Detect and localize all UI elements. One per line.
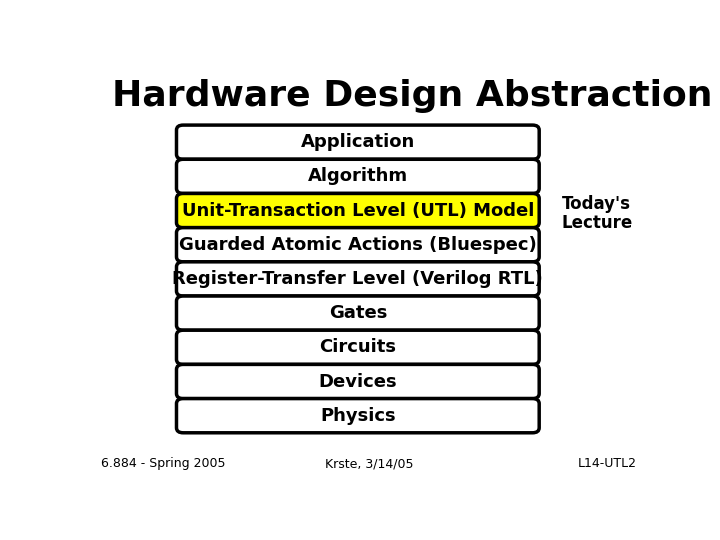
- Text: Today's: Today's: [562, 195, 631, 213]
- FancyBboxPatch shape: [176, 399, 539, 433]
- Text: Krste, 3/14/05: Krste, 3/14/05: [325, 457, 413, 470]
- Text: Unit-Transaction Level (UTL) Model: Unit-Transaction Level (UTL) Model: [181, 201, 534, 220]
- FancyBboxPatch shape: [176, 364, 539, 399]
- FancyBboxPatch shape: [176, 228, 539, 262]
- Text: Circuits: Circuits: [320, 339, 396, 356]
- FancyBboxPatch shape: [176, 125, 539, 159]
- Text: Hardware Design Abstraction Levels: Hardware Design Abstraction Levels: [112, 79, 720, 113]
- Text: Gates: Gates: [328, 304, 387, 322]
- Text: Guarded Atomic Actions (Bluespec): Guarded Atomic Actions (Bluespec): [179, 236, 536, 254]
- Text: Physics: Physics: [320, 407, 396, 424]
- FancyBboxPatch shape: [176, 330, 539, 365]
- FancyBboxPatch shape: [176, 193, 539, 228]
- Text: Register-Transfer Level (Verilog RTL): Register-Transfer Level (Verilog RTL): [173, 270, 543, 288]
- Text: 6.884 - Spring 2005: 6.884 - Spring 2005: [101, 457, 225, 470]
- FancyBboxPatch shape: [176, 296, 539, 330]
- Text: Lecture: Lecture: [562, 214, 633, 232]
- Text: Devices: Devices: [318, 373, 397, 390]
- Text: Application: Application: [301, 133, 415, 151]
- FancyBboxPatch shape: [176, 262, 539, 296]
- Text: Algorithm: Algorithm: [307, 167, 408, 185]
- FancyBboxPatch shape: [176, 159, 539, 193]
- Text: L14-UTL2: L14-UTL2: [578, 457, 637, 470]
